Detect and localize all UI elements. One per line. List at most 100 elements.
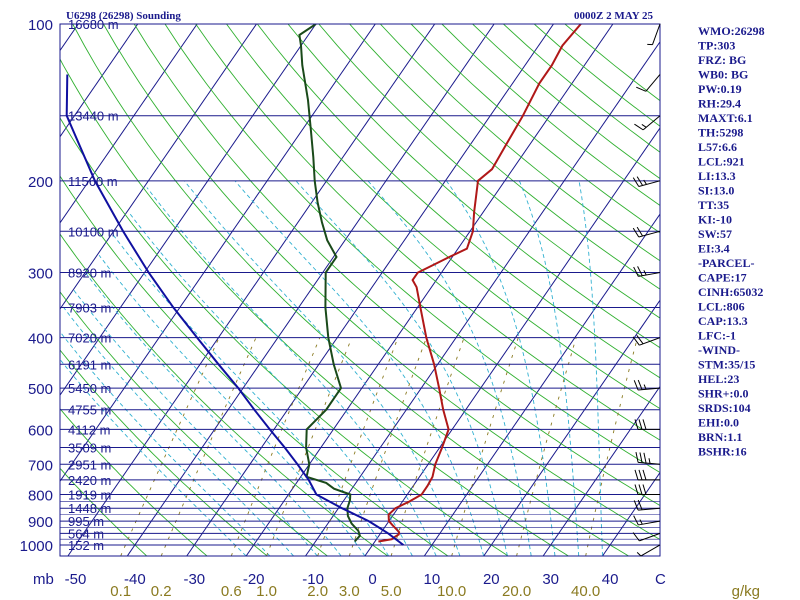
index-entry: SHR+:0.0 [698,387,749,401]
pressure-tick-label: 900 [28,514,53,531]
height-label: 13440 m [68,109,119,124]
wind-barb [632,532,661,542]
moist-adiabat-line [446,180,556,556]
isotherm-line [245,24,614,556]
index-entry: FRZ: BG [698,53,746,67]
dry-adiabat-line [164,24,660,474]
dry-adiabat-line [379,24,660,262]
temperature-tick-label: 40 [602,571,619,588]
dry-adiabat-line [318,24,660,319]
mixing-ratio-line [390,337,465,556]
index-entry: EI:3.4 [698,242,730,256]
height-label: 10100 m [68,224,119,239]
moist-adiabat-line [73,289,318,556]
moist-adiabat-line [518,180,580,556]
mixing-ratio-unit-label: g/kg [732,583,760,600]
mixing-ratio-tick-label: 1.0 [256,583,277,600]
moist-adiabat-line [60,331,271,556]
isotherm-line [483,299,660,556]
dry-adiabat-line [60,349,268,556]
index-entry: -PARCEL- [698,256,754,270]
temperature-tick-label: -50 [65,571,87,588]
isotherm-line [542,385,660,556]
mixing-ratio-tick-label: 0.2 [151,583,172,600]
wind-barb [632,335,661,346]
index-entry: BSHR:16 [698,445,747,459]
mixing-ratio-line [451,337,519,556]
isotherm-line [126,24,495,556]
mixing-ratio-lines [120,337,638,556]
isotherm-line [60,24,317,397]
moist-adiabat-line [85,272,342,556]
wind-barb [632,176,661,188]
series-dewpoint [298,24,362,543]
index-entry: CAP:13.3 [698,314,748,328]
moist-adiabat-line [295,180,508,556]
index-entry: LFC:-1 [698,329,736,343]
moist-adiabat-line [98,255,366,556]
index-entry: WB0: BG [698,68,748,82]
isotherm-line [364,127,660,556]
sounding-traces [65,24,582,546]
temperature-tick-label: -40 [124,571,146,588]
wind-barb [636,544,661,557]
height-label: 5450 m [68,381,111,396]
dry-adiabat-line [287,24,660,349]
dry-adiabat-line [60,291,328,556]
pressure-tick-label: 700 [28,457,53,474]
mixing-ratio-line [348,337,427,556]
wind-barb [633,515,661,526]
wind-barb [634,115,661,131]
mixing-ratio-tick-label: 3.0 [339,583,360,600]
index-entry: CAPE:17 [698,271,747,285]
height-label: 16680 m [68,17,119,32]
pressure-tick-label: 400 [28,331,53,348]
pressure-unit-label: mb [33,571,54,588]
isotherm-line [186,24,554,556]
height-label: 6191 m [68,357,111,372]
temperature-tick-label: -30 [183,571,205,588]
temperature-tick-label: 0 [368,571,376,588]
moist-adiabat-line [184,180,461,556]
mixing-ratio-line [230,337,321,556]
index-entry: -WIND- [698,343,740,357]
temperature-tick-label: 10 [424,571,441,588]
dry-adiabat-line [60,467,148,556]
moist-adiabat-line [367,180,532,556]
isotherm-line [0,24,19,556]
series-parcel [65,74,405,546]
dry-adiabat-line [60,175,449,556]
height-label: 995 m [68,514,104,529]
wind-barb [636,74,661,92]
height-label: 7020 m [68,331,111,346]
index-entry: RH:29.4 [698,97,741,111]
pressure-tick-label: 800 [28,487,53,504]
index-entry: TP:303 [698,39,735,53]
isotherm-lines [0,24,660,556]
height-label: 2420 m [68,473,111,488]
dry-adiabat-line [60,408,208,556]
dry-adiabat-line [133,24,660,507]
dry-adiabat-line [103,24,660,540]
index-entry: BRN:1.1 [698,430,742,444]
isotherm-line [423,213,660,556]
wind-barbs [632,23,661,557]
temperature-tick-label: -10 [302,571,324,588]
height-label: 2951 m [68,457,111,472]
temperature-tick-label: 30 [542,571,559,588]
index-entry: PW:0.19 [698,82,742,96]
index-entry: HEL:23 [698,372,739,386]
dry-adiabat-line [256,24,660,379]
pressure-tick-label: 300 [28,266,53,283]
height-label: 11560 m [68,174,118,189]
mixing-ratio-line [160,337,257,556]
wind-barb [634,484,660,495]
index-entry: TT:35 [698,198,729,212]
dry-adiabat-line [60,117,509,556]
mixing-ratio-line [317,337,399,556]
pressure-tick-label: 200 [28,174,53,191]
mixing-ratio-tick-label: 40.0 [571,583,600,600]
chart-title-left: U6298 (26298) Sounding [66,10,181,22]
